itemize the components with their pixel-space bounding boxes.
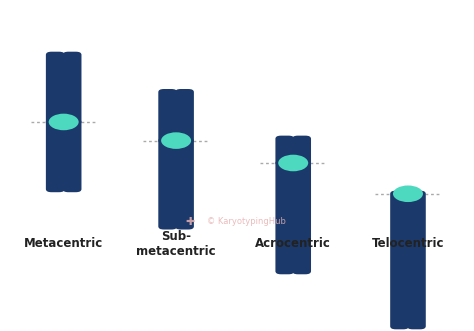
FancyBboxPatch shape xyxy=(292,160,311,274)
Polygon shape xyxy=(52,122,66,129)
FancyBboxPatch shape xyxy=(158,137,177,229)
Text: © KaryotypingHub: © KaryotypingHub xyxy=(207,217,286,226)
Polygon shape xyxy=(164,141,178,148)
Polygon shape xyxy=(52,115,66,122)
Polygon shape xyxy=(164,133,178,141)
Polygon shape xyxy=(61,122,76,129)
Text: Telocentric: Telocentric xyxy=(372,237,444,250)
Polygon shape xyxy=(174,133,188,141)
Polygon shape xyxy=(396,194,410,201)
Text: Sub-
metacentric: Sub- metacentric xyxy=(137,230,216,258)
FancyBboxPatch shape xyxy=(175,137,194,229)
Polygon shape xyxy=(61,115,76,122)
FancyBboxPatch shape xyxy=(46,119,64,192)
Polygon shape xyxy=(174,141,188,148)
Circle shape xyxy=(278,155,308,171)
FancyBboxPatch shape xyxy=(63,119,82,192)
Polygon shape xyxy=(281,156,296,163)
FancyBboxPatch shape xyxy=(175,89,194,144)
Circle shape xyxy=(393,185,423,202)
FancyBboxPatch shape xyxy=(275,136,294,166)
FancyBboxPatch shape xyxy=(275,160,294,274)
Circle shape xyxy=(49,114,79,130)
Polygon shape xyxy=(281,163,296,170)
Circle shape xyxy=(161,132,191,149)
FancyBboxPatch shape xyxy=(407,191,426,329)
FancyBboxPatch shape xyxy=(63,52,82,125)
Polygon shape xyxy=(406,194,420,201)
Text: ✚: ✚ xyxy=(185,217,195,227)
FancyBboxPatch shape xyxy=(46,52,64,125)
FancyBboxPatch shape xyxy=(390,191,409,329)
Polygon shape xyxy=(291,163,305,170)
FancyBboxPatch shape xyxy=(158,89,177,144)
Polygon shape xyxy=(291,156,305,163)
Text: Metacentric: Metacentric xyxy=(24,237,103,250)
FancyBboxPatch shape xyxy=(292,136,311,166)
Text: Acrocentric: Acrocentric xyxy=(255,237,331,250)
